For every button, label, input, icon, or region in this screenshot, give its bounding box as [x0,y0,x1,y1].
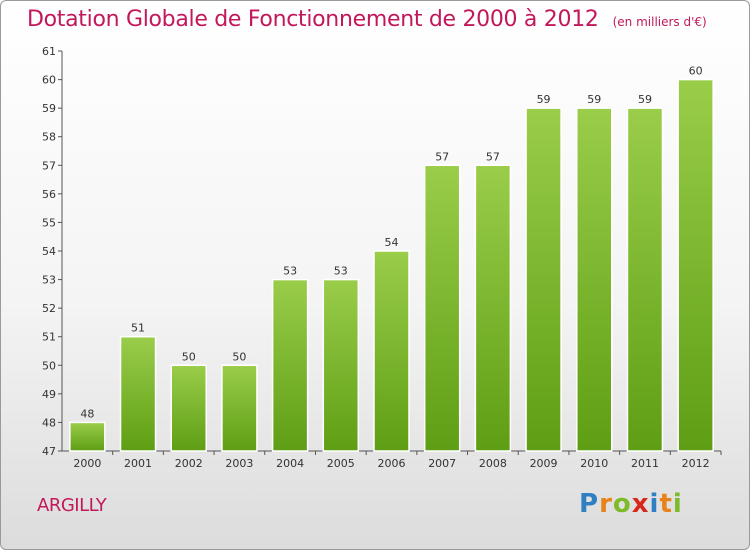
y-tick-label: 47 [42,445,56,458]
bar-2000 [69,421,106,452]
logo-letter: o [612,489,632,519]
x-tick-label-2001: 2001 [124,457,152,470]
value-label-2010: 59 [587,93,601,106]
y-tick-label: 54 [42,245,56,258]
labels: 48 2000 51 2001 50 2002 50 2003 53 2004 53 2005 54 20… [73,65,709,470]
x-tick-label-2007: 2007 [428,457,456,470]
x-tick-label-2004: 2004 [276,457,304,470]
proxiti-logo: Proxiti [579,489,683,519]
value-label-2000: 48 [80,407,94,420]
bar-2003 [221,364,258,452]
x-tick-label-2002: 2002 [175,457,203,470]
x-tick-label-2005: 2005 [327,457,355,470]
y-tick-label: 55 [42,216,56,229]
value-label-2001: 51 [131,322,145,335]
y-tick-label: 51 [42,331,56,344]
logo-letter: r [599,489,613,519]
y-tick-label: 48 [42,416,56,429]
bar-2001 [119,335,157,452]
x-tick-label-2011: 2011 [631,457,659,470]
bar-2007 [423,164,461,452]
logo-letter: t [659,489,673,519]
value-label-2011: 59 [638,93,652,106]
y-tick-label: 60 [42,74,56,87]
x-tick-label-2003: 2003 [225,457,253,470]
x-tick-label-2010: 2010 [580,457,608,470]
chart-title: Dotation Globale de Fonctionnement de 20… [27,7,599,32]
bar-2010 [576,107,613,452]
x-tick-label-2000: 2000 [73,457,101,470]
bar-2006 [373,250,410,452]
value-label-2009: 59 [537,93,551,106]
title-row: Dotation Globale de Fonctionnement de 20… [27,7,707,32]
y-tick-label: 52 [42,302,56,315]
bar-2008 [474,164,512,452]
bar-2012 [677,78,714,452]
y-tick-label: 58 [42,131,56,144]
bar-2004 [271,278,309,452]
commune-name: ARGILLY [37,495,107,516]
y-tick-label: 53 [42,274,56,287]
bar-2011 [626,107,664,452]
y-tick-label: 59 [42,102,56,115]
value-label-2008: 57 [486,150,500,163]
axes: 47 48 49 50 51 52 53 54 55 56 57 58 59 60 61 [42,45,722,458]
bars [69,78,714,452]
bar-2009 [525,107,562,452]
x-tick-label-2008: 2008 [479,457,507,470]
logo-letter: x [631,489,650,519]
logo-letter: i [649,489,660,519]
y-tick-label: 57 [42,159,56,172]
y-tick-label: 61 [42,45,56,58]
value-label-2002: 50 [182,350,196,363]
value-label-2003: 50 [232,350,246,363]
x-tick-label-2009: 2009 [530,457,558,470]
value-label-2004: 53 [283,265,297,278]
bar-2002 [170,364,207,452]
value-label-2005: 53 [334,265,348,278]
logo-letter: P [579,489,600,519]
y-tick-label: 56 [42,188,56,201]
value-label-2012: 60 [689,65,703,78]
value-label-2007: 57 [435,150,449,163]
chart-subtitle: (en milliers d'€) [612,15,707,29]
x-tick-label-2006: 2006 [378,457,406,470]
logo-letter: i [672,489,683,519]
x-tick-label-2012: 2012 [682,457,710,470]
bar-2005 [322,278,360,452]
value-label-2006: 54 [385,236,399,249]
y-tick-label: 49 [42,388,56,401]
y-tick-label: 50 [42,359,56,372]
